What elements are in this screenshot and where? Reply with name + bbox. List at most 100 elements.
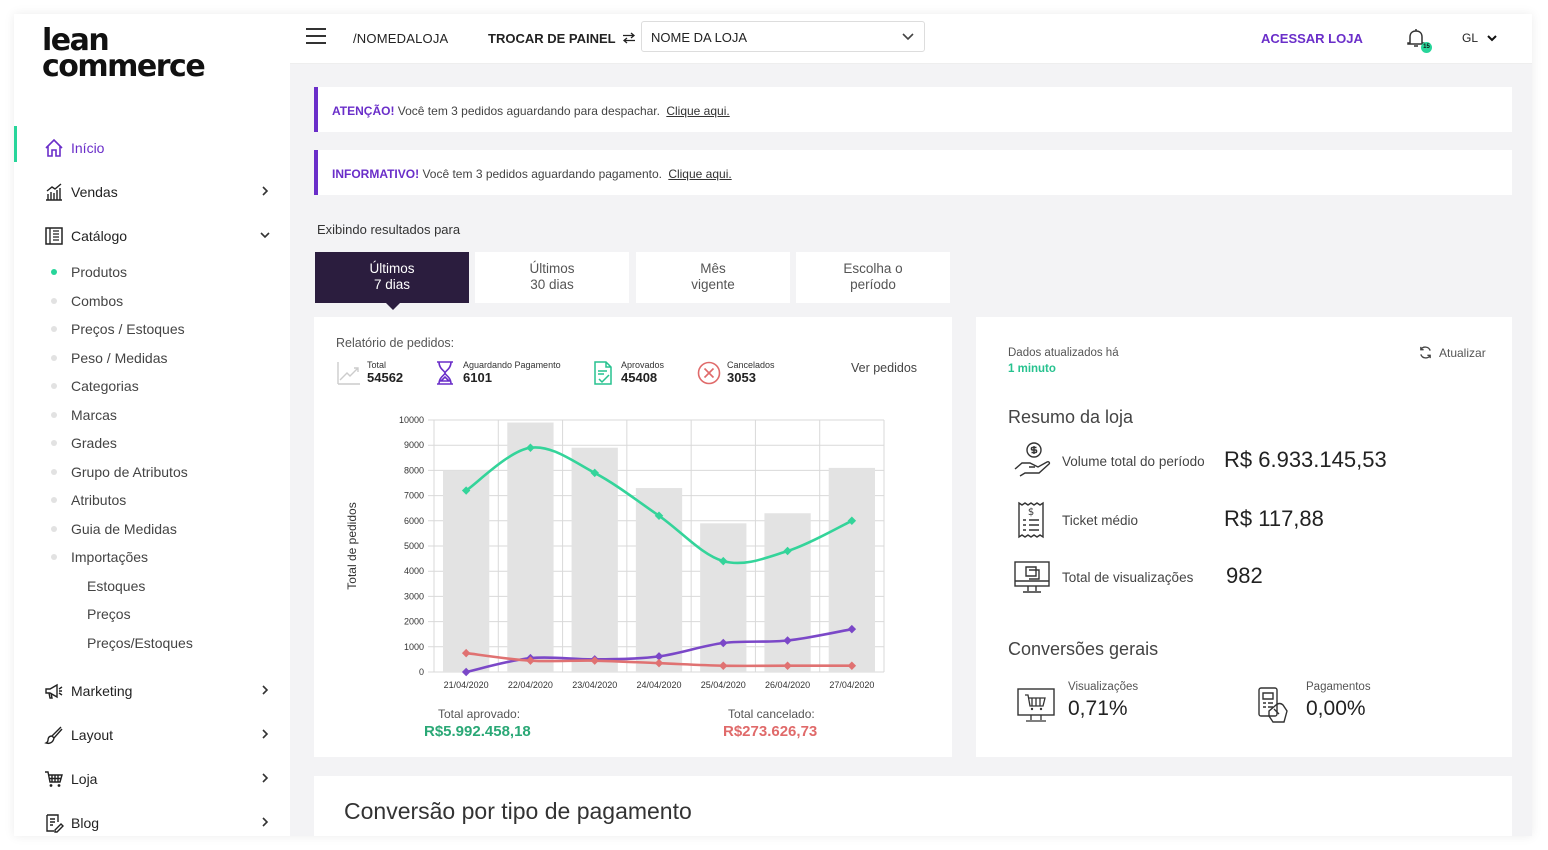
refresh-button[interactable]: Atualizar	[1418, 345, 1486, 360]
x-tick-label: 23/04/2020	[572, 680, 617, 690]
summary-label: Volume total do período	[1062, 454, 1205, 469]
submenu-item-categorias[interactable]: Categorias	[14, 372, 290, 401]
alert-text: Você tem 3 pedidos aguardando pagamento.	[422, 167, 662, 181]
submenu-item-import-precos[interactable]: Preços	[14, 600, 290, 629]
catalog-submenu: Produtos Combos Preços / Estoques Peso /…	[14, 258, 290, 657]
x-tick-label: 27/04/2020	[829, 680, 874, 690]
sidebar-item-label: Catálogo	[71, 228, 128, 244]
swap-arrows-icon	[622, 32, 635, 44]
monitor-icon	[1014, 561, 1050, 593]
general-conversions-title: Conversões gerais	[1008, 639, 1159, 659]
sidebar-item-inicio[interactable]: Início	[14, 126, 290, 170]
sidebar-nav: Início Vendas Catálogo Produtos Combos P…	[14, 126, 290, 836]
sidebar-item-marketing[interactable]: Marketing	[14, 669, 290, 713]
logo-line-1: lean	[42, 23, 110, 58]
sidebar-item-label: Layout	[71, 727, 114, 743]
dot-icon	[51, 440, 57, 446]
submenu-item-produtos[interactable]: Produtos	[14, 258, 290, 287]
series-point	[847, 624, 857, 634]
y-tick-label: 10000	[399, 415, 424, 425]
view-orders-link[interactable]: Ver pedidos	[851, 361, 918, 375]
stat-value: 45408	[621, 370, 658, 385]
chevron-down-icon	[260, 232, 270, 239]
conversion-label: Pagamentos	[1306, 681, 1371, 693]
total-approved-label: Total aprovado:	[438, 707, 521, 721]
showing-results-label: Exibindo resultados para	[317, 222, 461, 237]
hamburger-menu-icon[interactable]	[306, 28, 326, 44]
alert-tag: ATENÇÃO!	[332, 104, 395, 118]
stat-label: Aguardando Pagamento	[463, 360, 561, 370]
brush-icon	[44, 725, 64, 745]
submenu-label: Produtos	[71, 264, 128, 281]
refresh-icon	[1420, 346, 1431, 359]
tab-last-30-days[interactable]: Últimos 30 dias	[475, 252, 629, 303]
tab-line-1: Últimos	[369, 261, 415, 276]
submenu-label: Estoques	[87, 577, 146, 594]
summary-label: Total de visualizações	[1062, 570, 1194, 585]
chevron-right-icon	[262, 729, 269, 739]
x-tick-label: 25/04/2020	[701, 680, 746, 690]
monitor-cart-icon	[1017, 688, 1055, 722]
tab-choose-period[interactable]: Escolha o período	[796, 252, 950, 303]
submenu-item-grupo-atributos[interactable]: Grupo de Atributos	[14, 458, 290, 487]
submenu-item-combos[interactable]: Combos	[14, 287, 290, 316]
submenu-label: Importações	[71, 549, 149, 566]
submenu-label: Preços / Estoques	[71, 321, 185, 338]
sidebar-item-layout[interactable]: Layout	[14, 713, 290, 757]
sidebar-item-catalogo[interactable]: Catálogo	[14, 214, 290, 258]
series-point	[783, 636, 792, 645]
submenu-item-marcas[interactable]: Marcas	[14, 401, 290, 430]
stat-value: 6101	[463, 370, 492, 385]
submenu-item-grades[interactable]: Grades	[14, 429, 290, 458]
card-payment-icon	[1258, 687, 1288, 723]
tab-line-2: vigente	[691, 277, 735, 292]
alert-link[interactable]: Clique aqui.	[666, 104, 730, 118]
chevron-right-icon	[262, 773, 269, 783]
submenu-item-importacoes[interactable]: Importações	[14, 543, 290, 572]
y-tick-label: 7000	[404, 491, 424, 501]
summary-label: Ticket médio	[1062, 513, 1139, 528]
sidebar-item-blog[interactable]: Blog	[14, 801, 290, 836]
dot-icon	[51, 497, 57, 503]
stat-approved: Aprovados 45408	[590, 360, 664, 386]
submenu-label: Grupo de Atributos	[71, 463, 188, 480]
alert-text: Você tem 3 pedidos aguardando para despa…	[397, 104, 660, 118]
stat-cancelled: Cancelados 3053	[696, 360, 775, 386]
updated-value: 1 minuto	[1008, 363, 1056, 375]
logo[interactable]: lean commerce	[42, 23, 206, 84]
access-store-link[interactable]: ACESSAR LOJA	[1261, 31, 1363, 46]
store-select[interactable]: NOME DA LOJA	[641, 21, 925, 52]
chevron-down-icon	[902, 33, 914, 41]
y-tick-label: 8000	[404, 465, 424, 475]
submenu-item-atributos[interactable]: Atributos	[14, 486, 290, 515]
x-tick-label: 24/04/2020	[636, 680, 681, 690]
total-cancelled-label: Total cancelado:	[728, 707, 815, 721]
stat-total: Total 54562	[336, 360, 403, 386]
store-select-value: NOME DA LOJA	[651, 30, 748, 45]
user-initials: GL	[1462, 31, 1478, 45]
submenu-label: Marcas	[71, 406, 117, 423]
switch-panel-button[interactable]: TROCAR DE PAINEL	[488, 31, 636, 46]
tab-current-month[interactable]: Mês vigente	[636, 252, 790, 303]
tab-last-7-days[interactable]: Últimos 7 dias	[315, 252, 469, 310]
dot-icon	[51, 297, 57, 304]
tab-line-2: 7 dias	[373, 277, 411, 292]
submenu-item-import-estoques[interactable]: Estoques	[14, 572, 290, 601]
sidebar-item-vendas[interactable]: Vendas	[14, 170, 290, 214]
conversion-value: 0,00%	[1306, 697, 1366, 720]
submenu-item-precos-estoques[interactable]: Preços / Estoques	[14, 315, 290, 344]
stat-label: Total	[367, 360, 387, 370]
stat-value: 3053	[727, 370, 756, 385]
sidebar-item-loja[interactable]: Loja	[14, 757, 290, 801]
submenu-item-guia-medidas[interactable]: Guia de Medidas	[14, 515, 290, 544]
submenu-item-peso-medidas[interactable]: Peso / Medidas	[14, 344, 290, 373]
bar	[571, 447, 618, 672]
submenu-item-import-precos-estoques[interactable]: Preços/Estoques	[14, 629, 290, 658]
bar	[507, 422, 554, 672]
x-tick-label: 22/04/2020	[508, 680, 553, 690]
payment-conversion-title: Conversão por tipo de pagamento	[344, 798, 692, 824]
user-menu[interactable]: GL	[1462, 31, 1497, 45]
alert-link[interactable]: Clique aqui.	[668, 167, 732, 181]
conversion-value: 0,71%	[1068, 697, 1128, 720]
logo-line-2: commerce	[42, 49, 206, 84]
